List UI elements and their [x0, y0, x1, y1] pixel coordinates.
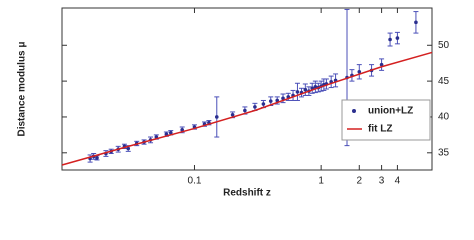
y-tick-label: 45	[438, 76, 450, 87]
data-point	[357, 69, 362, 74]
data-point	[275, 98, 280, 103]
data-point	[214, 115, 219, 119]
data-point	[295, 90, 300, 94]
data-point	[253, 105, 257, 109]
data-point	[126, 146, 131, 151]
y-axis-label: Distance modulus μ	[17, 41, 28, 136]
data-point	[168, 130, 173, 135]
fit-line	[61, 51, 433, 166]
legend-box	[341, 99, 431, 141]
x-tick-label: 4	[395, 176, 401, 187]
data-point	[268, 99, 273, 103]
x-axis-label: Redshift z	[223, 188, 271, 199]
y-tick-label: 35	[438, 147, 450, 158]
data-point	[303, 87, 308, 92]
legend-swatch	[352, 109, 356, 113]
data-point	[243, 108, 247, 113]
data-point	[95, 156, 99, 160]
data-point	[379, 62, 384, 67]
legend-label: union+LZ	[368, 106, 413, 117]
data-point	[395, 36, 400, 40]
legend-label: fit LZ	[368, 124, 392, 135]
data-point	[230, 113, 235, 117]
x-tick-label: 0.1	[188, 176, 202, 187]
y-tick-label: 50	[438, 40, 450, 51]
data-point	[281, 96, 285, 101]
data-point	[313, 85, 318, 89]
plot-frame	[61, 7, 433, 171]
data-point	[261, 102, 266, 106]
chart: Redshift z Distance modulus μ 35 40 45 50 0.…	[17, 7, 450, 199]
data-point	[414, 20, 418, 25]
y-tick-label: 40	[438, 112, 450, 123]
x-tick-label: 2	[357, 176, 363, 187]
data-point	[388, 37, 392, 42]
x-tick-label: 1	[318, 176, 324, 187]
x-tick-label: 3	[379, 176, 385, 187]
